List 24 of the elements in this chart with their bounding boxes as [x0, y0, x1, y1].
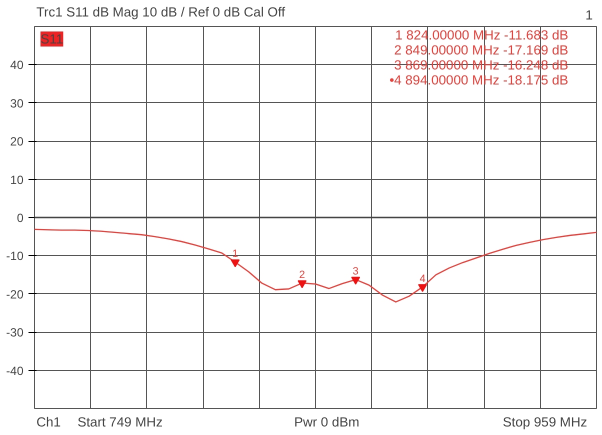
y-tick-label: 30	[10, 96, 24, 110]
annotation: 3	[352, 266, 359, 278]
text: 1	[585, 8, 593, 22]
y-tick-label: -20	[6, 287, 24, 302]
chart-title: Trc1 S11 dB Mag 10 dB / Ref 0 dB Cal Off	[36, 4, 286, 20]
point	[418, 284, 428, 292]
annotation: 4	[420, 272, 426, 285]
y-tick-label: -30	[6, 326, 24, 340]
y-tick-label: 10	[10, 172, 24, 187]
y-tick-label: 40	[10, 58, 24, 72]
y-tick-label: -40	[6, 364, 24, 378]
text: Pwr 0 dBm	[294, 414, 360, 430]
y-tick-label: 20	[10, 134, 24, 149]
point	[298, 280, 307, 288]
y-tick-label: 0	[16, 211, 24, 225]
text: Stop 959 MHz	[502, 414, 588, 430]
annotation: 2	[299, 269, 306, 282]
line-series	[34, 228, 596, 303]
annotation: S11	[40, 32, 64, 46]
point	[230, 259, 240, 268]
point	[351, 276, 360, 285]
y-tick-label: -10	[6, 249, 24, 264]
text: Ch1	[36, 414, 61, 430]
text: Start 749 MHz	[77, 414, 163, 430]
